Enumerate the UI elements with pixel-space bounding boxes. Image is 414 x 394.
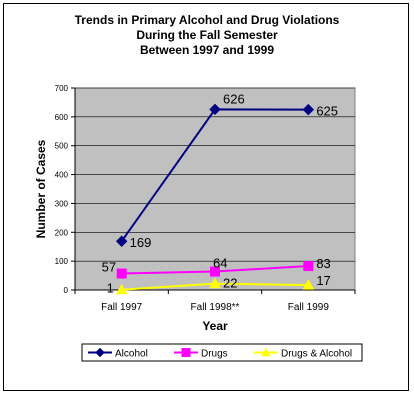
data-label: 57 (102, 260, 116, 275)
chart-title-line: Trends in Primary Alcohol and Drug Viola… (75, 13, 340, 27)
data-point (210, 266, 220, 277)
x-axis-label: Year (202, 319, 228, 333)
y-axis-label: Number of Cases (34, 139, 48, 238)
legend-label: Drugs (201, 349, 228, 360)
data-label: 169 (130, 235, 152, 250)
data-label: 22 (223, 276, 237, 291)
data-point (302, 103, 315, 116)
y-tick-label: 500 (55, 142, 69, 151)
legend-box (81, 343, 363, 362)
data-label: 64 (213, 256, 227, 271)
y-tick-labels: 0 100 200 300 400 500 600 700 (55, 84, 69, 295)
legend-label: Alcohol (115, 349, 148, 360)
x-tick-label: Fall 1998** (191, 302, 240, 313)
data-point (115, 283, 128, 295)
data-point (302, 279, 315, 290)
data-label: 626 (223, 91, 245, 106)
data-label: 1 (107, 281, 114, 296)
plot-area (74, 87, 356, 291)
legend-marker (181, 348, 191, 357)
x-tick-labels: Fall 1997 Fall 1998** Fall 1999 (101, 302, 329, 313)
y-tick-label: 200 (55, 228, 69, 237)
series-lines (115, 103, 315, 295)
data-point (209, 103, 221, 116)
data-point (116, 268, 127, 279)
gridlines (75, 87, 355, 262)
y-tick-label: 700 (55, 84, 69, 93)
y-tick-label: 600 (55, 113, 69, 122)
chart-title-line: Between 1997 and 1999 (140, 43, 274, 57)
data-labels: 169 626 625 57 64 83 1 22 17 (102, 91, 338, 295)
y-tick-label: 100 (55, 257, 69, 266)
x-tick-label: Fall 1999 (288, 302, 330, 313)
data-label: 625 (316, 104, 338, 119)
y-tick-label: 400 (55, 171, 69, 180)
data-point (303, 261, 314, 272)
data-label: 17 (316, 273, 330, 288)
legend: Alcohol Drugs Drugs & Alcohol (81, 343, 363, 362)
data-point (115, 235, 128, 247)
y-tick-label: 0 (64, 286, 69, 295)
chart-title-line: During the Fall Semester (136, 28, 278, 42)
data-point (209, 277, 221, 289)
legend-label: Drugs & Alcohol (281, 349, 352, 360)
legend-marker (261, 347, 271, 357)
legend-marker (95, 347, 105, 358)
chart-title: Trends in Primary Alcohol and Drug Viola… (75, 13, 340, 57)
y-tick-label: 300 (55, 199, 69, 208)
data-label: 83 (316, 256, 330, 271)
x-tick-label: Fall 1997 (101, 302, 143, 313)
